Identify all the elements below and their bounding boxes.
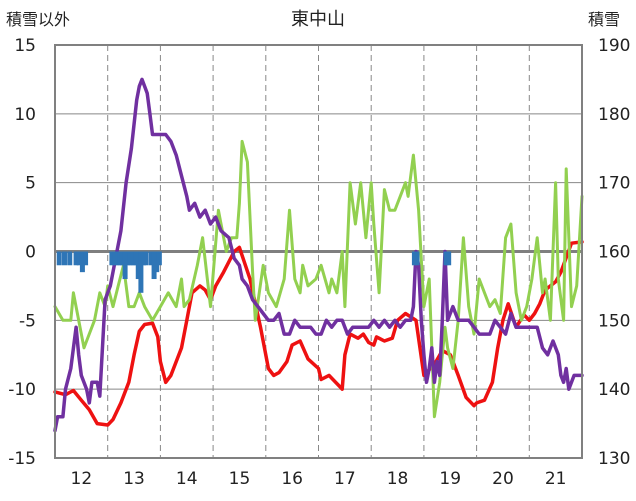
purple-series-line (53, 77, 584, 433)
chart-title: 東中山 (291, 9, 345, 30)
right-tick-label: 140 (598, 380, 630, 400)
x-tick-label: 13 (123, 469, 145, 489)
blue-bar (148, 251, 154, 266)
red-series-line (53, 240, 584, 427)
right-axis-title: 積雪 (588, 10, 620, 29)
x-tick-label: 16 (281, 469, 303, 489)
blue-bar (156, 251, 162, 266)
x-tick-label: 21 (545, 469, 567, 489)
left-tick-label: -5 (19, 311, 36, 331)
blue-bar (127, 251, 133, 266)
right-tick-label: 170 (598, 174, 630, 194)
x-tick-label: 17 (334, 469, 356, 489)
blue-bar (411, 251, 417, 266)
x-tick-label: 14 (176, 469, 198, 489)
blue-bar (135, 251, 141, 280)
blue-bar (154, 251, 160, 273)
blue-bar (414, 251, 420, 266)
blue-bar (143, 251, 149, 266)
blue-bar (83, 251, 89, 266)
right-tick-label: 180 (598, 105, 630, 125)
right-tick-label: 190 (598, 36, 630, 56)
blue-bar (141, 251, 147, 266)
tick-labels: 15 10 5 0 -5 -10 -15 190 180 170 160 150 140 130 12 13 1… (8, 36, 630, 489)
left-tick-label: 5 (25, 174, 36, 194)
left-tick-label: 10 (14, 105, 36, 125)
blue-bar (79, 251, 85, 273)
blue-bar (76, 251, 82, 266)
blue-bar (109, 251, 115, 266)
right-tick-label: 150 (598, 311, 630, 331)
blue-bar (61, 251, 67, 266)
blue-bar (73, 251, 79, 266)
x-tick-label: 15 (229, 469, 251, 489)
blue-bar (122, 251, 128, 280)
x-tick-label: 20 (492, 469, 514, 489)
left-tick-label: 0 (25, 243, 36, 263)
right-tick-label: 160 (598, 243, 630, 263)
blue-bar (125, 251, 131, 266)
blue-bar (133, 251, 139, 266)
blue-bar (56, 251, 62, 266)
blue-bar (119, 251, 125, 266)
blue-bar (151, 251, 157, 280)
left-tick-label: -15 (8, 449, 36, 469)
x-tick-label: 12 (71, 469, 93, 489)
blue-bar (446, 251, 452, 266)
plot-marks (53, 77, 584, 433)
x-tick-label: 19 (439, 469, 461, 489)
x-tick-label: 18 (387, 469, 409, 489)
left-axis-title: 積雪以外 (6, 10, 70, 29)
blue-bar (130, 251, 136, 266)
plot-frame (54, 44, 583, 459)
blue-bar (114, 251, 120, 266)
blue-bar (138, 251, 144, 293)
right-tick-label: 130 (598, 449, 630, 469)
left-tick-label: -10 (8, 380, 36, 400)
blue-bar (117, 251, 123, 266)
left-tick-label: 15 (14, 36, 36, 56)
blue-bar (443, 251, 449, 266)
blue-bar (67, 251, 73, 266)
blue-bar (112, 251, 118, 266)
green-series-line (53, 139, 584, 419)
